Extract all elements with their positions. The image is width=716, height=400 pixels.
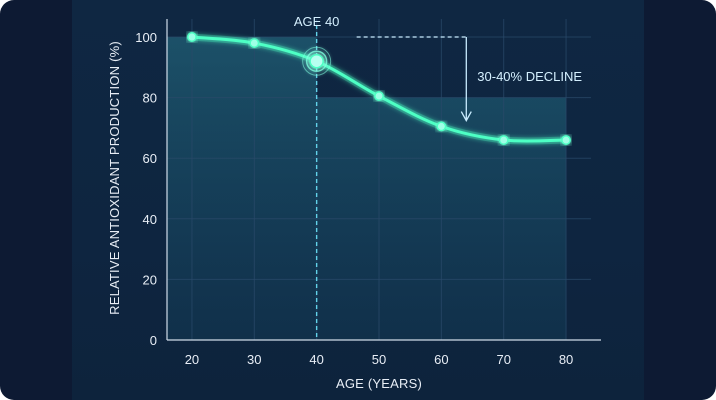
- x-tick-label: 60: [434, 352, 448, 367]
- y-tick-label: 0: [150, 333, 157, 348]
- series-layer: [186, 32, 572, 145]
- grid-layer: [167, 19, 591, 340]
- x-tick-label: 30: [247, 352, 261, 367]
- data-point: [498, 135, 509, 145]
- y-tick-label: 80: [143, 91, 157, 106]
- x-tick-label: 20: [185, 352, 199, 367]
- x-axis-title: AGE (YEARS): [336, 376, 422, 391]
- age-40-annotation-label: AGE 40: [294, 14, 340, 29]
- x-tick-label: 40: [309, 352, 323, 367]
- y-tick-label: 100: [135, 30, 157, 45]
- data-point: [374, 91, 384, 102]
- x-tick-label: 50: [372, 352, 386, 367]
- data-point: [436, 121, 447, 132]
- highlight-ring-outer: [302, 46, 332, 76]
- data-point: [309, 53, 324, 69]
- y-tick-label: 60: [143, 151, 157, 166]
- y-tick-label: 20: [143, 272, 157, 287]
- data-point: [249, 38, 260, 49]
- label-layer: AGE (YEARS) RELATIVE ANTIOXIDANT PRODUCT…: [107, 14, 582, 391]
- data-point: [561, 135, 572, 145]
- highlight-ring-inner: [305, 50, 328, 72]
- y-tick-label: 40: [143, 212, 157, 227]
- axes-layer: [166, 19, 601, 341]
- data-point: [186, 32, 197, 42]
- y-axis-title: RELATIVE ANTIOXIDANT PRODUCTION (%): [107, 41, 122, 315]
- decline-annotation-label: 30-40% DECLINE: [477, 69, 582, 84]
- decline-arrow-head: [460, 111, 472, 122]
- x-tick-label: 70: [496, 352, 510, 367]
- x-tick-label: 80: [559, 352, 573, 367]
